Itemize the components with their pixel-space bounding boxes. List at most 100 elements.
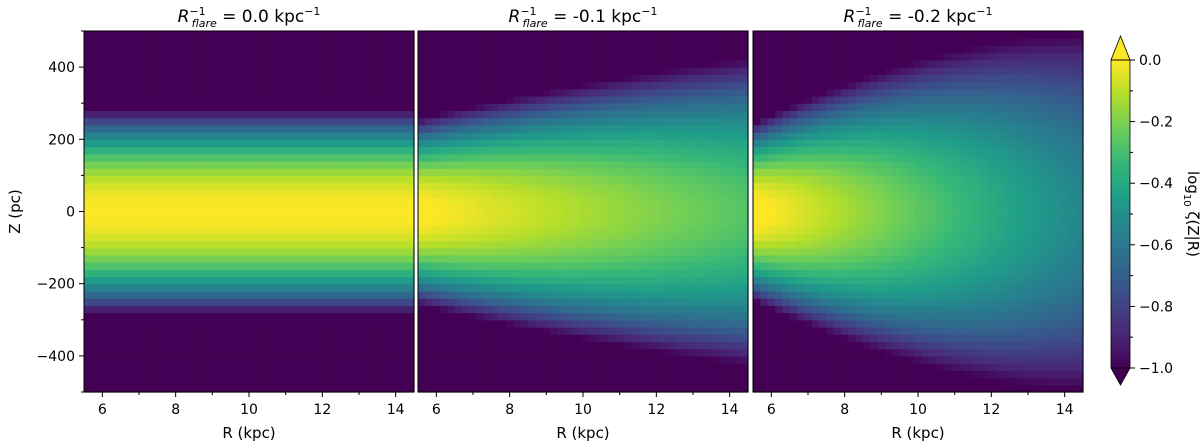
heatmap-cell [638,182,646,191]
heatmap-cell [157,74,166,83]
heatmap-cell [608,160,617,169]
heatmap-cell [128,88,136,97]
heatmap-cell [811,218,820,227]
heatmap-cell [775,175,783,184]
heatmap-cell [718,355,727,364]
y-tick-label: 400 [48,60,75,76]
heatmap-cell [564,276,573,285]
heatmap-cell [469,204,478,213]
heatmap-cell [172,59,180,68]
heatmap-cell [660,211,668,220]
heatmap-cell [704,341,712,350]
heatmap-cell [711,262,720,270]
heatmap-cell [601,218,610,227]
heatmap-cell [630,233,639,241]
heatmap-cell [462,45,470,54]
heatmap-cell [447,283,456,292]
heatmap-cell [135,175,144,184]
heatmap-cell [726,370,734,379]
heatmap-cell [753,312,761,321]
heatmap-cell [491,290,500,299]
heatmap-cell [91,95,100,104]
heatmap-cell [201,160,210,169]
heatmap-cell [98,103,107,112]
heatmap-cell [260,290,268,299]
heatmap-cell [392,211,400,220]
heatmap-cell [696,110,705,119]
heatmap-cell [201,377,210,386]
heatmap-cell [711,327,720,335]
heatmap-cell [384,298,393,306]
heatmap-cell [782,88,791,97]
heatmap-cell [289,38,298,47]
heatmap-cell [370,377,378,386]
heatmap-cell [506,81,514,90]
heatmap-cell [711,168,720,176]
heatmap-cell [476,81,485,90]
heatmap-cell [362,95,371,104]
heatmap-cell [753,370,761,379]
heatmap-cell [535,88,544,97]
heatmap-cell [238,81,246,90]
heatmap-cell [216,370,224,379]
heatmap-cell [491,355,500,364]
heatmap-cell [491,117,500,126]
heatmap-cell [326,269,334,278]
heatmap-cell [476,233,485,241]
heatmap-cell [186,334,195,343]
heatmap-cell [274,290,283,299]
heatmap-cell [652,132,661,140]
heatmap-cell [682,211,690,220]
heatmap-cell [311,59,320,68]
heatmap-cell [120,370,129,379]
heatmap-cell [252,384,261,393]
heatmap-cell [667,312,676,321]
heatmap-cell [355,254,364,263]
heatmap-cell [282,103,290,112]
heatmap-cell [377,175,386,184]
heatmap-cell [682,218,690,227]
heatmap-cell [245,81,254,90]
heatmap-cell [608,67,617,75]
heatmap-cell [267,175,276,184]
heatmap-cell [789,370,798,379]
heatmap-cell [296,103,305,112]
heatmap-cell [506,370,514,379]
heatmap-cell [462,124,470,133]
heatmap-cell [520,139,529,148]
heatmap-cell [726,269,734,278]
heatmap-cell [84,117,92,126]
heatmap-cell [498,233,507,241]
heatmap-cell [753,197,761,205]
heatmap-cell [528,81,536,90]
heatmap-cell [289,103,298,112]
heatmap-cell [186,182,195,191]
heatmap-cell [476,38,485,47]
heatmap-cell [726,168,734,176]
heatmap-cell [223,247,232,256]
heatmap-cell [318,81,327,90]
heatmap-cell [370,139,378,148]
heatmap-cell [652,182,661,191]
heatmap-cell [484,204,492,213]
heatmap-cell [797,211,805,220]
heatmap-cell [311,182,320,191]
heatmap-cell [289,283,298,292]
heatmap-cell [260,160,268,169]
heatmap-cell [667,298,676,306]
heatmap-cell [348,204,356,213]
heatmap-cell [740,45,749,54]
heatmap-cell [660,370,668,379]
heatmap-cell [91,283,100,292]
heatmap-cell [528,377,536,386]
heatmap-cell [311,67,320,75]
heatmap-cell [425,132,434,140]
heatmap-cell [113,81,122,90]
heatmap-cell [150,52,158,61]
heatmap-cell [733,189,742,198]
heatmap-cell [194,327,202,335]
heatmap-cell [128,305,136,314]
heatmap-cell [223,146,232,155]
heatmap-cell [682,312,690,321]
heatmap-cell [201,110,210,119]
